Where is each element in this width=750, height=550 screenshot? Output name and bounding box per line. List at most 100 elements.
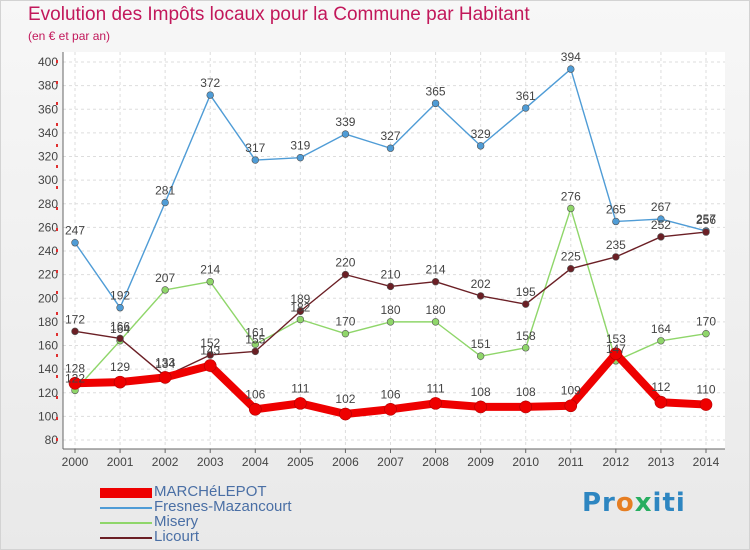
legend-label-marchelepot: MARCHéLEPOT [154, 483, 267, 500]
data-point-1 [612, 217, 620, 226]
data-point-1 [431, 99, 440, 108]
data-point-3 [116, 334, 124, 343]
x-tick-label: 2012 [603, 455, 630, 469]
x-tick-label: 2007 [377, 455, 404, 469]
legend: MARCHéLEPOT Fresnes-Mazancourt Misery Li… [100, 483, 360, 546]
data-label-1: 319 [290, 139, 310, 153]
x-tick-label: 2008 [422, 455, 449, 469]
y-tick-label: 80 [45, 433, 59, 447]
data-label-2: 158 [516, 329, 536, 343]
data-label-1: 394 [561, 50, 581, 64]
data-label-3: 166 [110, 319, 130, 333]
data-point-0 [158, 371, 172, 384]
data-point-2 [386, 318, 395, 326]
x-tick-label: 2005 [287, 455, 314, 469]
data-point-1 [657, 215, 665, 223]
legend-swatch-fresnes-mazancourt [100, 507, 152, 509]
legend-item-misery: Misery [100, 513, 360, 531]
data-label-1: 339 [335, 115, 355, 129]
data-label-0: 111 [291, 381, 310, 395]
data-label-2: 182 [290, 301, 310, 315]
legend-item-licourt: Licourt [100, 528, 360, 546]
x-tick-label: 2013 [648, 455, 675, 469]
data-label-1: 281 [155, 184, 175, 198]
data-label-0: 106 [245, 387, 265, 401]
data-point-3 [71, 327, 79, 336]
data-label-3: 152 [200, 336, 220, 350]
y-tick-label: 140 [38, 362, 58, 376]
y-tick-label: 260 [38, 220, 58, 234]
data-label-1: 257 [696, 212, 716, 226]
data-point-0 [294, 397, 307, 410]
data-point-3 [612, 253, 620, 261]
data-label-1: 372 [200, 76, 220, 90]
data-point-1 [161, 198, 169, 207]
y-tick-label: 360 [38, 102, 58, 116]
data-point-1 [206, 91, 214, 99]
data-point-3 [567, 265, 575, 273]
data-label-0: 143 [200, 344, 220, 358]
data-point-0 [564, 399, 578, 413]
data-point-0 [384, 402, 397, 416]
data-label-3: 256 [696, 213, 716, 227]
data-label-2: 164 [110, 322, 130, 336]
data-label-2: 180 [426, 303, 446, 317]
data-label-1: 365 [426, 84, 446, 98]
data-point-2 [206, 278, 214, 286]
y-tick-label: 220 [38, 268, 58, 282]
data-label-1: 247 [65, 224, 85, 238]
data-point-0 [654, 395, 668, 409]
data-label-0: 102 [335, 392, 355, 406]
legend-swatch-misery [100, 522, 152, 524]
y-tick-label: 280 [38, 197, 58, 211]
data-label-3: 202 [471, 277, 491, 291]
data-label-3: 235 [606, 238, 626, 252]
data-label-3: 155 [245, 332, 265, 346]
data-point-2 [567, 204, 575, 213]
data-label-0: 112 [651, 380, 670, 394]
data-point-3 [251, 347, 259, 356]
data-point-2 [522, 344, 530, 352]
y-tick-label: 240 [38, 244, 58, 258]
data-point-3 [206, 351, 214, 359]
data-label-3: 172 [65, 312, 85, 326]
data-label-0: 133 [155, 355, 175, 369]
data-point-3 [431, 278, 440, 286]
data-label-0: 109 [561, 384, 581, 398]
data-label-1: 329 [471, 127, 491, 141]
y-tick-label: 340 [38, 126, 58, 140]
data-point-1 [116, 304, 124, 312]
data-point-2 [476, 352, 485, 360]
data-label-2: 164 [651, 322, 671, 336]
data-point-2 [296, 315, 305, 324]
y-tick-label: 400 [38, 55, 58, 69]
legend-swatch-marchelepot [100, 488, 152, 498]
data-label-0: 108 [516, 385, 536, 399]
data-label-1: 265 [606, 202, 626, 216]
data-point-1 [567, 65, 575, 73]
y-tick-label: 160 [38, 339, 58, 353]
data-label-1: 317 [245, 141, 265, 155]
data-label-0: 111 [426, 381, 445, 395]
data-label-2: 161 [245, 325, 265, 339]
data-label-2: 122 [65, 371, 85, 385]
chart-title: Evolution des Impôts locaux pour la Comm… [28, 4, 530, 25]
data-point-0 [203, 359, 217, 372]
data-point-3 [341, 270, 350, 279]
data-point-0 [609, 347, 623, 361]
data-point-0 [429, 397, 442, 410]
data-label-2: 276 [561, 189, 581, 203]
proxiti-logo: Proxiti [582, 488, 686, 518]
data-point-0 [113, 375, 127, 389]
data-label-2: 151 [471, 337, 491, 351]
data-point-1 [71, 239, 79, 247]
data-point-0 [474, 400, 487, 414]
data-point-1 [476, 142, 485, 150]
x-tick-label: 2002 [152, 455, 179, 469]
data-label-0: 129 [110, 360, 130, 374]
data-point-0 [68, 376, 82, 390]
chart-subtitle: (en € et par an) [28, 29, 111, 43]
data-point-3 [657, 233, 665, 241]
x-tick-label: 2003 [197, 455, 224, 469]
